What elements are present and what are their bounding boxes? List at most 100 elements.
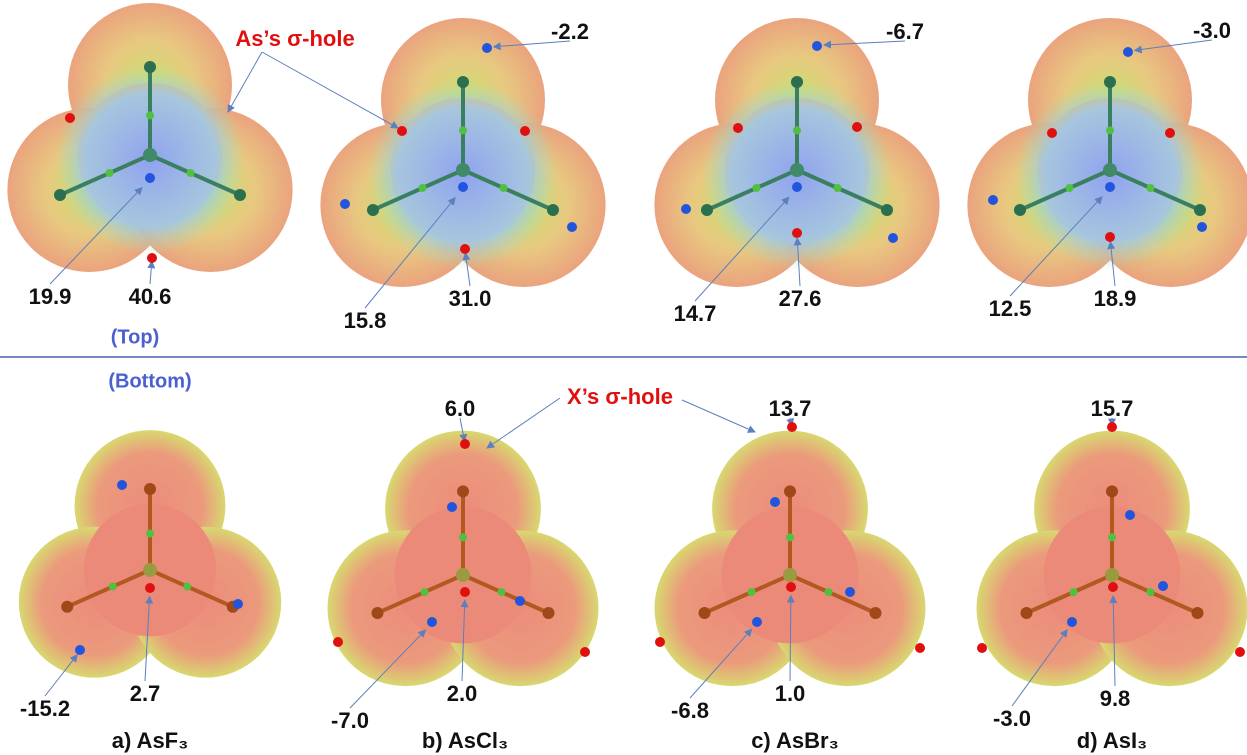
site-dot: [233, 599, 243, 609]
atom: [234, 189, 246, 201]
value-label: 14.7: [674, 301, 717, 326]
center-atom: [456, 163, 470, 177]
atom: [1104, 76, 1116, 88]
value-label: 18.9: [1094, 286, 1137, 311]
site-dot: [460, 439, 470, 449]
arrow: [487, 398, 560, 448]
bond-point: [834, 184, 842, 192]
bond-point: [146, 111, 154, 119]
bond-point: [786, 533, 794, 541]
value-label: -6.8: [671, 698, 709, 723]
arrow: [150, 261, 152, 284]
value-label: -7.0: [331, 708, 369, 733]
center-atom: [456, 568, 470, 582]
arrow: [228, 52, 262, 112]
value-label: -3.0: [1193, 18, 1231, 43]
atom: [699, 607, 711, 619]
as-sigma-hole-label: As’s σ-hole: [235, 26, 354, 51]
site-dot: [1105, 182, 1115, 192]
bond-point: [824, 588, 832, 596]
atom: [61, 601, 73, 613]
top-label: (Top): [111, 326, 160, 348]
arrow: [682, 400, 755, 432]
site-dot: [145, 173, 155, 183]
bond-point: [187, 169, 195, 177]
value-label: 2.7: [130, 681, 161, 706]
value-label: 19.9: [29, 284, 72, 309]
site-dot: [567, 222, 577, 232]
site-dot: [792, 228, 802, 238]
bond-point: [500, 184, 508, 192]
site-dot: [1108, 582, 1118, 592]
arrow: [262, 52, 398, 128]
site-dot: [1197, 222, 1207, 232]
bond-point: [459, 126, 467, 134]
bottom-label: (Bottom): [108, 370, 191, 392]
site-dot: [145, 583, 155, 593]
site-dot: [733, 123, 743, 133]
value-label: 1.0: [775, 681, 806, 706]
bond-point: [106, 169, 114, 177]
panel-caption: d) AsI₃: [1077, 728, 1147, 753]
center-atom: [783, 568, 797, 582]
panel-caption: b) AsCl₃: [422, 728, 508, 753]
site-dot: [520, 126, 530, 136]
site-dot: [482, 43, 492, 53]
site-dot: [515, 596, 525, 606]
bond-point: [497, 588, 505, 596]
site-dot: [792, 182, 802, 192]
bond-point: [419, 184, 427, 192]
site-dot: [580, 647, 590, 657]
bond-point: [1070, 588, 1078, 596]
bond-point: [459, 533, 467, 541]
site-dot: [458, 182, 468, 192]
x-sigma-hole-label: X’s σ-hole: [567, 384, 673, 409]
bond-point: [1066, 184, 1074, 192]
bond-point: [146, 530, 154, 538]
bond-point: [421, 588, 429, 596]
site-dot: [888, 233, 898, 243]
atom: [367, 204, 379, 216]
value-label: -6.7: [886, 19, 924, 44]
site-dot: [852, 122, 862, 132]
atom: [881, 204, 893, 216]
value-label: 40.6: [129, 284, 172, 309]
site-dot: [340, 199, 350, 209]
site-dot: [1158, 581, 1168, 591]
atom: [791, 76, 803, 88]
site-dot: [770, 497, 780, 507]
atom: [1194, 204, 1206, 216]
site-dot: [75, 645, 85, 655]
site-dot: [1123, 47, 1133, 57]
value-label: -3.0: [993, 706, 1031, 731]
bond-point: [1147, 184, 1155, 192]
atom: [457, 485, 469, 497]
value-label: 9.8: [1100, 686, 1131, 711]
atom: [1192, 607, 1204, 619]
site-dot: [1105, 232, 1115, 242]
value-label: 31.0: [449, 286, 492, 311]
site-dot: [1047, 128, 1057, 138]
value-label: 15.8: [344, 308, 387, 333]
site-dot: [1125, 510, 1135, 520]
center-atom: [143, 563, 157, 577]
value-label: 27.6: [779, 286, 822, 311]
site-dot: [787, 422, 797, 432]
site-dot: [655, 637, 665, 647]
panel-caption: a) AsF₃: [112, 728, 189, 753]
center-atom: [790, 163, 804, 177]
site-dot: [460, 587, 470, 597]
bond-point: [1108, 533, 1116, 541]
site-dot: [397, 126, 407, 136]
site-dot: [65, 113, 75, 123]
site-dot: [845, 587, 855, 597]
center-atom: [1103, 163, 1117, 177]
bond-point: [183, 583, 191, 591]
value-label: -15.2: [20, 696, 70, 721]
atom: [1014, 204, 1026, 216]
site-dot: [1235, 647, 1245, 657]
atom: [1021, 607, 1033, 619]
site-dot: [447, 502, 457, 512]
atom: [870, 607, 882, 619]
value-label: 6.0: [445, 396, 476, 421]
